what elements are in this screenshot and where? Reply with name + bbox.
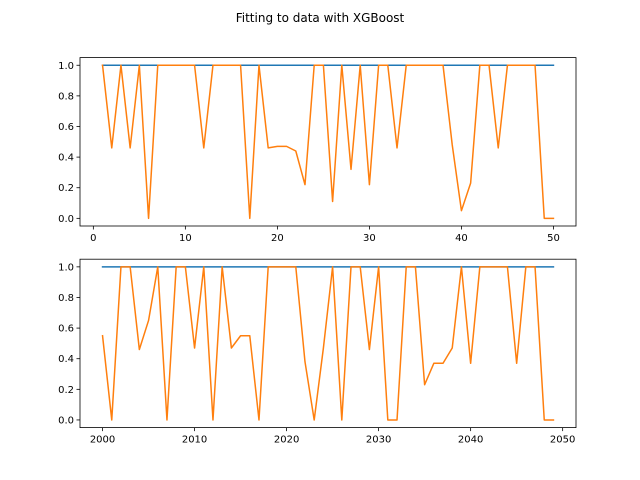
x-tick-label: 2040 bbox=[458, 435, 483, 446]
y-tick-label: 1.0 bbox=[58, 262, 74, 273]
y-tick-label: 0.0 bbox=[58, 214, 74, 225]
x-tick-label: 50 bbox=[547, 233, 560, 244]
subplot-bottom: 2000 2010 2020 2030 2040 2050 0.0 0.2 0.4 0.6 0.8 1… bbox=[58, 258, 577, 446]
x-tick-label: 40 bbox=[455, 233, 468, 244]
x-tick-label: 2030 bbox=[366, 435, 391, 446]
y-tick-label: 0.4 bbox=[58, 153, 74, 164]
y-tick-label: 0.8 bbox=[58, 293, 74, 304]
subplot-top: 0 10 20 30 40 50 0.0 0.2 0.4 0.6 0.8 1.0 bbox=[58, 57, 577, 244]
axes-frame bbox=[79, 258, 577, 429]
x-tick-label: 2000 bbox=[90, 435, 115, 446]
y-tick-label: 1.0 bbox=[58, 61, 74, 72]
x-tick-label: 2020 bbox=[274, 435, 299, 446]
y-tick-label: 0.0 bbox=[58, 415, 74, 426]
x-tick-label: 0 bbox=[90, 233, 96, 244]
x-tick-label: 30 bbox=[363, 233, 376, 244]
x-tick-label: 20 bbox=[271, 233, 284, 244]
y-tick-label: 0.4 bbox=[58, 354, 74, 365]
y-tick-label: 0.2 bbox=[58, 385, 74, 396]
y-tick-label: 0.6 bbox=[58, 324, 74, 335]
y-tick-label: 0.6 bbox=[58, 122, 74, 133]
figure-title: Fitting to data with XGBoost bbox=[236, 11, 405, 25]
x-tick-label: 2010 bbox=[182, 435, 207, 446]
axes-frame bbox=[79, 57, 577, 227]
x-tick-label: 10 bbox=[179, 233, 192, 244]
y-tick-label: 0.2 bbox=[58, 183, 74, 194]
y-tick-label: 0.8 bbox=[58, 91, 74, 102]
series-line-prediction bbox=[101, 64, 555, 220]
x-tick-label: 2050 bbox=[550, 435, 575, 446]
series-line-prediction bbox=[101, 266, 555, 421]
